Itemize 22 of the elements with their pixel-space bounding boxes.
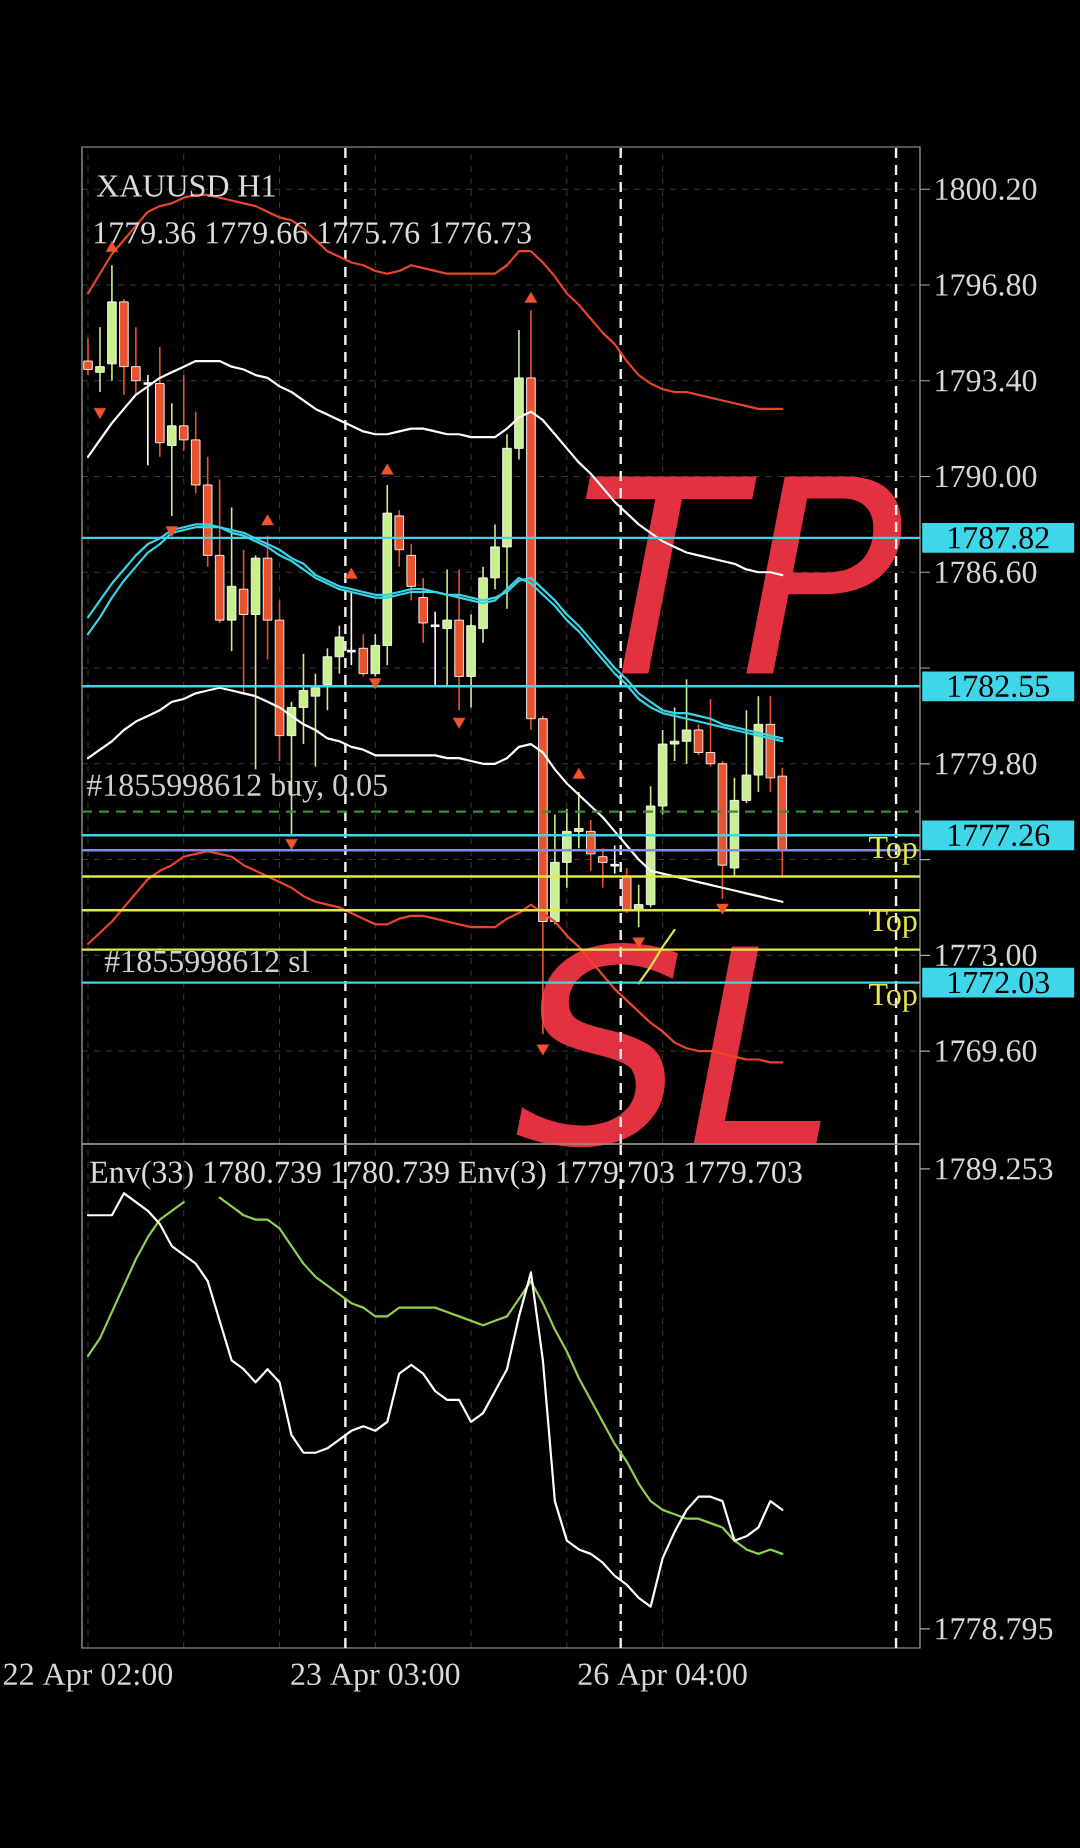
y-tick-label: 1789.253 bbox=[936, 1158, 1053, 1180]
y-tick-label: 1793.40 bbox=[936, 369, 1037, 392]
x-tick-label: 26 Apr 04:00 bbox=[578, 1663, 747, 1692]
y-tick-label: 1796.80 bbox=[936, 274, 1037, 296]
x-tick-label: 23 Apr 03:00 bbox=[291, 1663, 460, 1692]
ref-line-label: 1772.03 bbox=[949, 971, 1049, 994]
ref-line-label: 1787.82 bbox=[949, 527, 1049, 549]
y-tick-label: 1800.20 bbox=[936, 178, 1037, 201]
annotation: #1855998612 sl bbox=[104, 949, 309, 973]
ref-line-label: 1782.55 bbox=[949, 675, 1049, 698]
y-tick-label: 1773.00 bbox=[936, 944, 1037, 967]
y-tick-label: 1769.60 bbox=[936, 1040, 1037, 1062]
x-tick-label: 22 Apr 02:00 bbox=[4, 1663, 173, 1692]
chart-title: Env(33) 1780.739 1780.739 Env(3) 1779.703 1779.703 bbox=[90, 1160, 802, 1190]
y-tick-label: 1779.80 bbox=[936, 752, 1037, 775]
ref-line-label: 1777.26 bbox=[949, 824, 1050, 847]
annotation: SL bbox=[516, 942, 821, 1148]
y-tick-label: 1778.795 bbox=[936, 1618, 1053, 1640]
text: XAUUSD H1 bbox=[96, 175, 275, 197]
annotation: Top bbox=[869, 984, 917, 1012]
y-tick-label: 1790.00 bbox=[936, 465, 1037, 488]
y-tick-label: 1786.60 bbox=[936, 561, 1037, 584]
